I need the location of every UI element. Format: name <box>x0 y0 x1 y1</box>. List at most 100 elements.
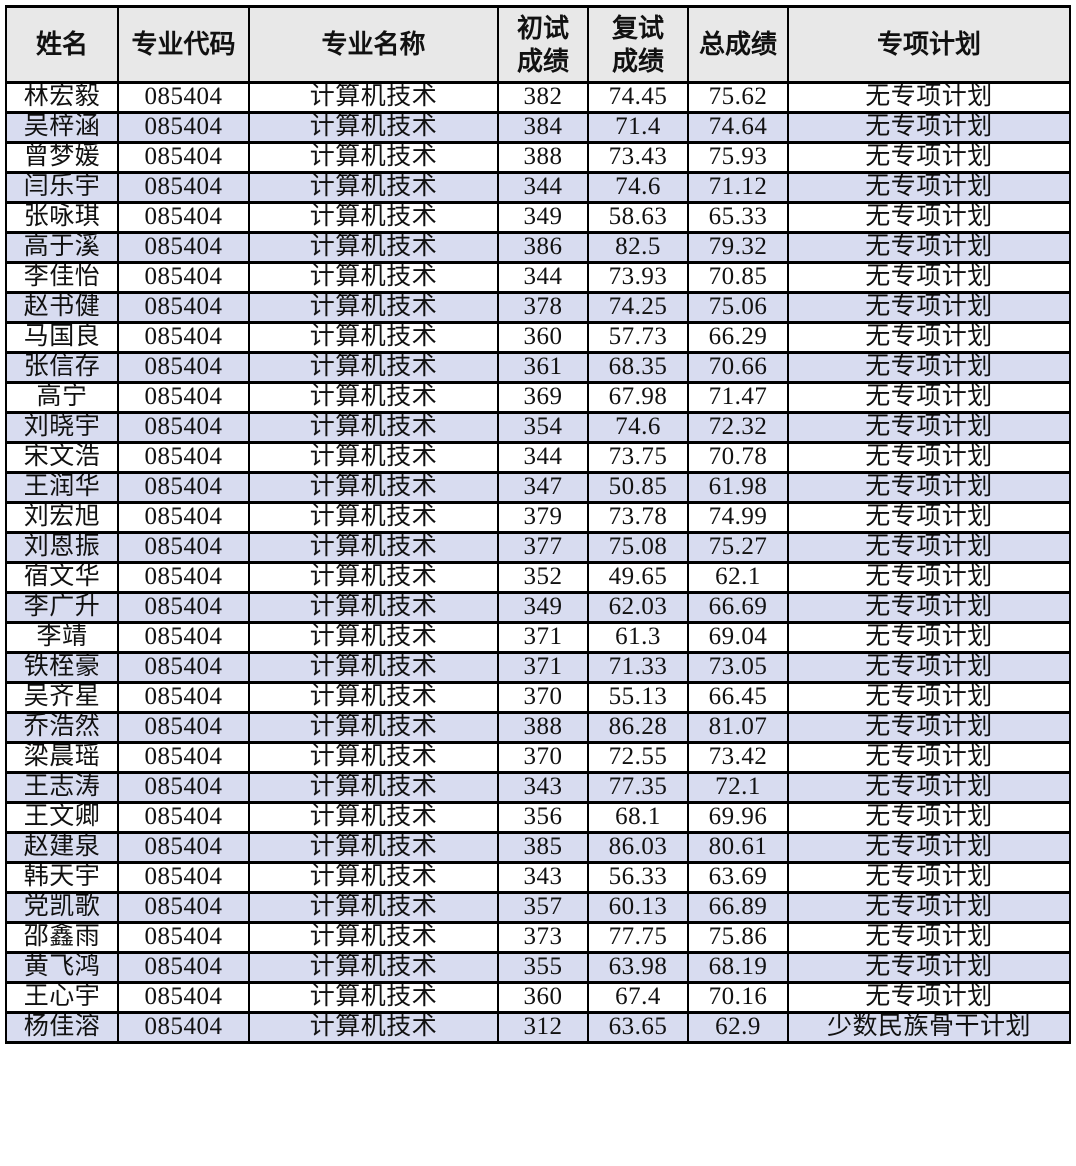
cell-major: 计算机技术 <box>248 681 499 714</box>
cell-name: 杨佳溶 <box>5 1011 119 1044</box>
cell-name: 韩天宇 <box>5 861 119 894</box>
cell-retest: 73.43 <box>587 141 689 174</box>
cell-code: 085404 <box>117 411 250 444</box>
cell-retest: 74.6 <box>587 411 689 444</box>
cell-initial: 360 <box>497 321 589 354</box>
cell-plan: 少数民族骨干计划 <box>787 1011 1071 1044</box>
cell-total: 72.1 <box>687 771 789 804</box>
cell-major: 计算机技术 <box>248 261 499 294</box>
cell-retest: 63.98 <box>587 951 689 984</box>
table-row: 李靖 085404 计算机技术 371 61.3 69.04 无专项计划 <box>5 621 1071 654</box>
cell-major: 计算机技术 <box>248 231 499 264</box>
cell-total: 70.16 <box>687 981 789 1014</box>
column-header-initial: 初试 成绩 <box>497 5 589 84</box>
cell-code: 085404 <box>117 351 250 384</box>
cell-code: 085404 <box>117 321 250 354</box>
cell-major: 计算机技术 <box>248 111 499 144</box>
cell-total: 80.61 <box>687 831 789 864</box>
table-row: 林宏毅 085404 计算机技术 382 74.45 75.62 无专项计划 <box>5 81 1071 114</box>
cell-code: 085404 <box>117 231 250 264</box>
table-row: 吴齐星 085404 计算机技术 370 55.13 66.45 无专项计划 <box>5 681 1071 714</box>
cell-initial: 388 <box>497 141 589 174</box>
cell-major: 计算机技术 <box>248 651 499 684</box>
cell-retest: 86.28 <box>587 711 689 744</box>
cell-name: 赵书健 <box>5 291 119 324</box>
cell-retest: 67.98 <box>587 381 689 414</box>
cell-plan: 无专项计划 <box>787 801 1071 834</box>
cell-total: 71.12 <box>687 171 789 204</box>
header-row: 姓名 专业代码 专业名称 初试 成绩 复试 成绩 总成绩 专项计划 <box>5 5 1071 84</box>
cell-total: 75.27 <box>687 531 789 564</box>
cell-retest: 60.13 <box>587 891 689 924</box>
cell-initial: 379 <box>497 501 589 534</box>
column-header-name: 姓名 <box>5 5 119 84</box>
table-row: 宋文浩 085404 计算机技术 344 73.75 70.78 无专项计划 <box>5 441 1071 474</box>
cell-major: 计算机技术 <box>248 921 499 954</box>
cell-name: 刘恩振 <box>5 531 119 564</box>
cell-total: 70.85 <box>687 261 789 294</box>
cell-major: 计算机技术 <box>248 141 499 174</box>
cell-total: 79.32 <box>687 231 789 264</box>
cell-initial: 385 <box>497 831 589 864</box>
cell-total: 74.64 <box>687 111 789 144</box>
cell-plan: 无专项计划 <box>787 201 1071 234</box>
cell-name: 梁晨瑶 <box>5 741 119 774</box>
table-row: 马国良 085404 计算机技术 360 57.73 66.29 无专项计划 <box>5 321 1071 354</box>
cell-major: 计算机技术 <box>248 1011 499 1044</box>
cell-total: 68.19 <box>687 951 789 984</box>
cell-name: 王润华 <box>5 471 119 504</box>
cell-code: 085404 <box>117 771 250 804</box>
cell-initial: 361 <box>497 351 589 384</box>
table-row: 王心宇 085404 计算机技术 360 67.4 70.16 无专项计划 <box>5 981 1071 1014</box>
cell-total: 61.98 <box>687 471 789 504</box>
table-row: 邵鑫雨 085404 计算机技术 373 77.75 75.86 无专项计划 <box>5 921 1071 954</box>
cell-name: 王心宇 <box>5 981 119 1014</box>
cell-code: 085404 <box>117 111 250 144</box>
cell-retest: 63.65 <box>587 1011 689 1044</box>
table-row: 高宁 085404 计算机技术 369 67.98 71.47 无专项计划 <box>5 381 1071 414</box>
cell-total: 66.29 <box>687 321 789 354</box>
cell-name: 党凯歌 <box>5 891 119 924</box>
table-row: 刘晓宇 085404 计算机技术 354 74.6 72.32 无专项计划 <box>5 411 1071 444</box>
cell-code: 085404 <box>117 801 250 834</box>
cell-retest: 71.33 <box>587 651 689 684</box>
cell-retest: 86.03 <box>587 831 689 864</box>
cell-name: 马国良 <box>5 321 119 354</box>
cell-code: 085404 <box>117 591 250 624</box>
cell-code: 085404 <box>117 681 250 714</box>
cell-retest: 57.73 <box>587 321 689 354</box>
cell-major: 计算机技术 <box>248 441 499 474</box>
cell-code: 085404 <box>117 951 250 984</box>
cell-plan: 无专项计划 <box>787 831 1071 864</box>
cell-name: 黄飞鸿 <box>5 951 119 984</box>
cell-plan: 无专项计划 <box>787 711 1071 744</box>
cell-retest: 58.63 <box>587 201 689 234</box>
admission-score-table: 姓名 专业代码 专业名称 初试 成绩 复试 成绩 总成绩 专项计划 林宏毅 085… <box>5 5 1071 1044</box>
cell-total: 70.78 <box>687 441 789 474</box>
cell-code: 085404 <box>117 921 250 954</box>
cell-retest: 67.4 <box>587 981 689 1014</box>
cell-initial: 370 <box>497 741 589 774</box>
cell-code: 085404 <box>117 741 250 774</box>
cell-retest: 49.65 <box>587 561 689 594</box>
table-row: 党凯歌 085404 计算机技术 357 60.13 66.89 无专项计划 <box>5 891 1071 924</box>
cell-plan: 无专项计划 <box>787 381 1071 414</box>
cell-major: 计算机技术 <box>248 171 499 204</box>
cell-major: 计算机技术 <box>248 801 499 834</box>
cell-initial: 344 <box>497 261 589 294</box>
cell-initial: 373 <box>497 921 589 954</box>
cell-retest: 77.35 <box>587 771 689 804</box>
cell-major: 计算机技术 <box>248 951 499 984</box>
table-row: 赵书健 085404 计算机技术 378 74.25 75.06 无专项计划 <box>5 291 1071 324</box>
cell-total: 74.99 <box>687 501 789 534</box>
table-row: 杨佳溶 085404 计算机技术 312 63.65 62.9 少数民族骨干计划 <box>5 1011 1071 1044</box>
column-header-plan: 专项计划 <box>787 5 1071 84</box>
table-row: 王文卿 085404 计算机技术 356 68.1 69.96 无专项计划 <box>5 801 1071 834</box>
cell-retest: 68.35 <box>587 351 689 384</box>
cell-initial: 347 <box>497 471 589 504</box>
cell-initial: 377 <box>497 531 589 564</box>
cell-major: 计算机技术 <box>248 471 499 504</box>
table-row: 赵建泉 085404 计算机技术 385 86.03 80.61 无专项计划 <box>5 831 1071 864</box>
cell-plan: 无专项计划 <box>787 921 1071 954</box>
table-row: 李佳怡 085404 计算机技术 344 73.93 70.85 无专项计划 <box>5 261 1071 294</box>
